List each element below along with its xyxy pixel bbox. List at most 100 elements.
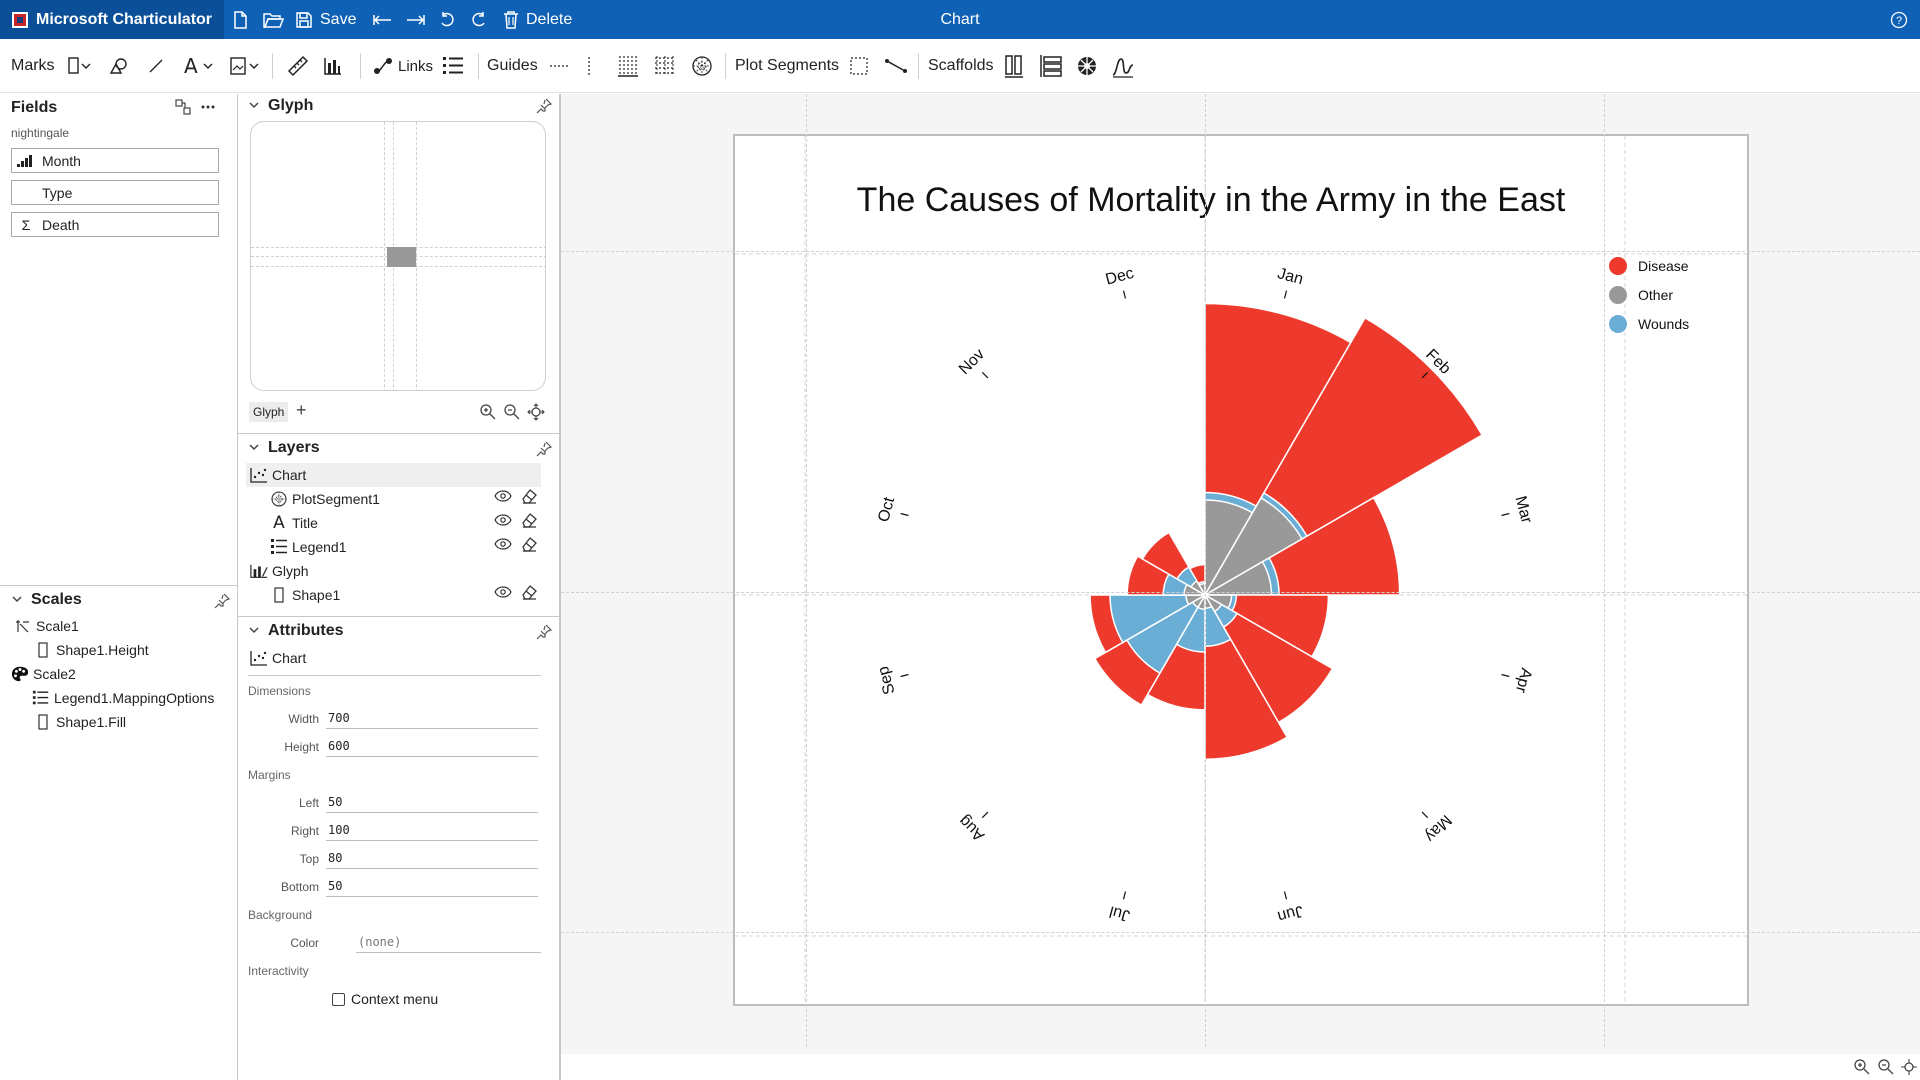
more-button[interactable]: [199, 98, 217, 119]
margin-bottom-input[interactable]: 50: [326, 875, 538, 897]
curve-scaffold-button[interactable]: [1110, 39, 1136, 93]
delete-layer-button[interactable]: [520, 583, 538, 604]
image-icon: [230, 57, 259, 75]
layer-item-glyph[interactable]: Glyph: [250, 560, 309, 582]
layer-item-plotsegment[interactable]: PlotSegment1: [270, 488, 380, 510]
link-table-button[interactable]: [174, 98, 192, 119]
open-file-button[interactable]: [262, 0, 284, 39]
undo-button[interactable]: [438, 0, 456, 39]
delete-layer-button[interactable]: [520, 487, 538, 508]
line-mark-button[interactable]: [146, 39, 166, 93]
horizontal-scaffold-button[interactable]: [1003, 39, 1025, 93]
margin-right-input[interactable]: 100: [326, 819, 538, 841]
vertical-scaffold-button[interactable]: [1038, 39, 1064, 93]
layer-item-shape[interactable]: Shape1: [270, 584, 340, 606]
visibility-toggle[interactable]: [494, 585, 512, 602]
context-menu-checkbox[interactable]: Context menu: [332, 991, 438, 1007]
line-segment-icon: [885, 59, 907, 73]
canvas-zoom-out-button[interactable]: [1877, 1058, 1895, 1079]
layer-item-chart[interactable]: Chart: [250, 464, 306, 486]
app-name: Microsoft Charticulator: [36, 10, 213, 28]
layers-panel-header[interactable]: Layers: [248, 437, 320, 459]
text-mark-button[interactable]: A: [182, 39, 218, 93]
layer-item-title[interactable]: A Title: [270, 512, 318, 534]
attributes-panel-header[interactable]: Attributes: [248, 620, 344, 642]
scale-item[interactable]: Legend1.MappingOptions: [32, 687, 214, 709]
shapes-icon: [109, 58, 127, 74]
width-input[interactable]: 700: [326, 707, 538, 729]
month-label: Dec: [1104, 265, 1136, 289]
symbol-mark-button[interactable]: [108, 39, 130, 93]
delete-button[interactable]: Delete: [502, 0, 572, 39]
line-icon: [149, 59, 163, 73]
shape1-glyph-rect[interactable]: [387, 247, 416, 267]
toolbar-separator: [918, 53, 919, 79]
legend-button[interactable]: [440, 39, 466, 93]
delete-label: Delete: [526, 10, 573, 28]
export-right-button[interactable]: [404, 0, 426, 39]
rectangle-icon: [68, 57, 91, 74]
zoom-in-button[interactable]: [479, 403, 497, 424]
layer-label: Legend1: [292, 539, 347, 555]
field-type[interactable]: Type: [11, 180, 219, 205]
guide-x-grid-button[interactable]: [615, 39, 641, 93]
margin-left-input[interactable]: 50: [326, 791, 538, 813]
scale-item[interactable]: Shape1.Height: [34, 639, 149, 661]
redo-button[interactable]: [470, 0, 488, 39]
rose-plot-segment: [1089, 302, 1484, 761]
data-axis-button[interactable]: [322, 39, 344, 93]
export-left-button[interactable]: [372, 0, 394, 39]
canvas-zoom-fit-button[interactable]: [1900, 1058, 1918, 1079]
visibility-toggle[interactable]: [494, 513, 512, 530]
save-button[interactable]: Save: [294, 0, 356, 39]
ruler-button[interactable]: [286, 39, 310, 93]
panel-divider: [237, 94, 238, 1080]
guide-polar-button[interactable]: [689, 39, 715, 93]
guide-button[interactable]: [548, 39, 570, 93]
zoom-out-button[interactable]: [503, 403, 521, 424]
region-2d-button[interactable]: [848, 39, 870, 93]
line-segment-button[interactable]: [884, 39, 908, 93]
field-death[interactable]: Σ Death: [11, 212, 219, 237]
visibility-toggle[interactable]: [494, 537, 512, 554]
attributes-object: Chart: [250, 647, 306, 669]
guide-vertical-button[interactable]: [582, 39, 596, 93]
margin-top-input[interactable]: 80: [326, 847, 538, 869]
polar-scaffold-button[interactable]: [1075, 39, 1099, 93]
pin-button[interactable]: [535, 440, 553, 461]
layer-label: Chart: [272, 467, 307, 483]
height-input[interactable]: 600: [326, 735, 538, 757]
pin-button[interactable]: [535, 97, 553, 118]
legend-icon: [32, 689, 50, 707]
scale-item[interactable]: Shape1.Fill: [34, 711, 126, 733]
scale-item[interactable]: Scale1: [14, 615, 79, 637]
add-glyph-button[interactable]: +: [296, 400, 307, 420]
pin-button[interactable]: [213, 592, 231, 613]
help-button[interactable]: ?: [1890, 0, 1908, 39]
scale-item[interactable]: Scale2: [11, 663, 76, 685]
visibility-toggle[interactable]: [494, 489, 512, 506]
month-tick: [1421, 371, 1429, 379]
delete-layer-button[interactable]: [520, 511, 538, 532]
pin-button[interactable]: [535, 623, 553, 644]
delete-layer-button[interactable]: [520, 535, 538, 556]
glyph-tab[interactable]: Glyph: [249, 402, 289, 422]
layer-item-legend[interactable]: Legend1: [270, 536, 347, 558]
rect-mark-button[interactable]: [66, 39, 92, 93]
glyph-icon: [250, 562, 268, 580]
glyph-editor-canvas[interactable]: [250, 121, 546, 391]
new-file-button[interactable]: [230, 0, 250, 39]
scales-panel-header[interactable]: Scales: [11, 590, 82, 610]
background-color-input[interactable]: (none): [356, 931, 541, 953]
chart-frame[interactable]: The Causes of Mortality in the Army in t…: [733, 134, 1749, 1006]
image-mark-button[interactable]: [228, 39, 264, 93]
glyph-panel-header[interactable]: Glyph: [248, 95, 313, 117]
field-month[interactable]: Month: [11, 148, 219, 173]
chevron-down-icon: [248, 622, 262, 640]
guide-y-grid-button[interactable]: [652, 39, 678, 93]
height-label: Height: [284, 740, 319, 754]
attributes-panel-title: Attributes: [268, 622, 344, 639]
links-button[interactable]: Links: [372, 39, 433, 93]
canvas-zoom-in-button[interactable]: [1853, 1058, 1871, 1079]
zoom-fit-button[interactable]: [527, 403, 545, 424]
